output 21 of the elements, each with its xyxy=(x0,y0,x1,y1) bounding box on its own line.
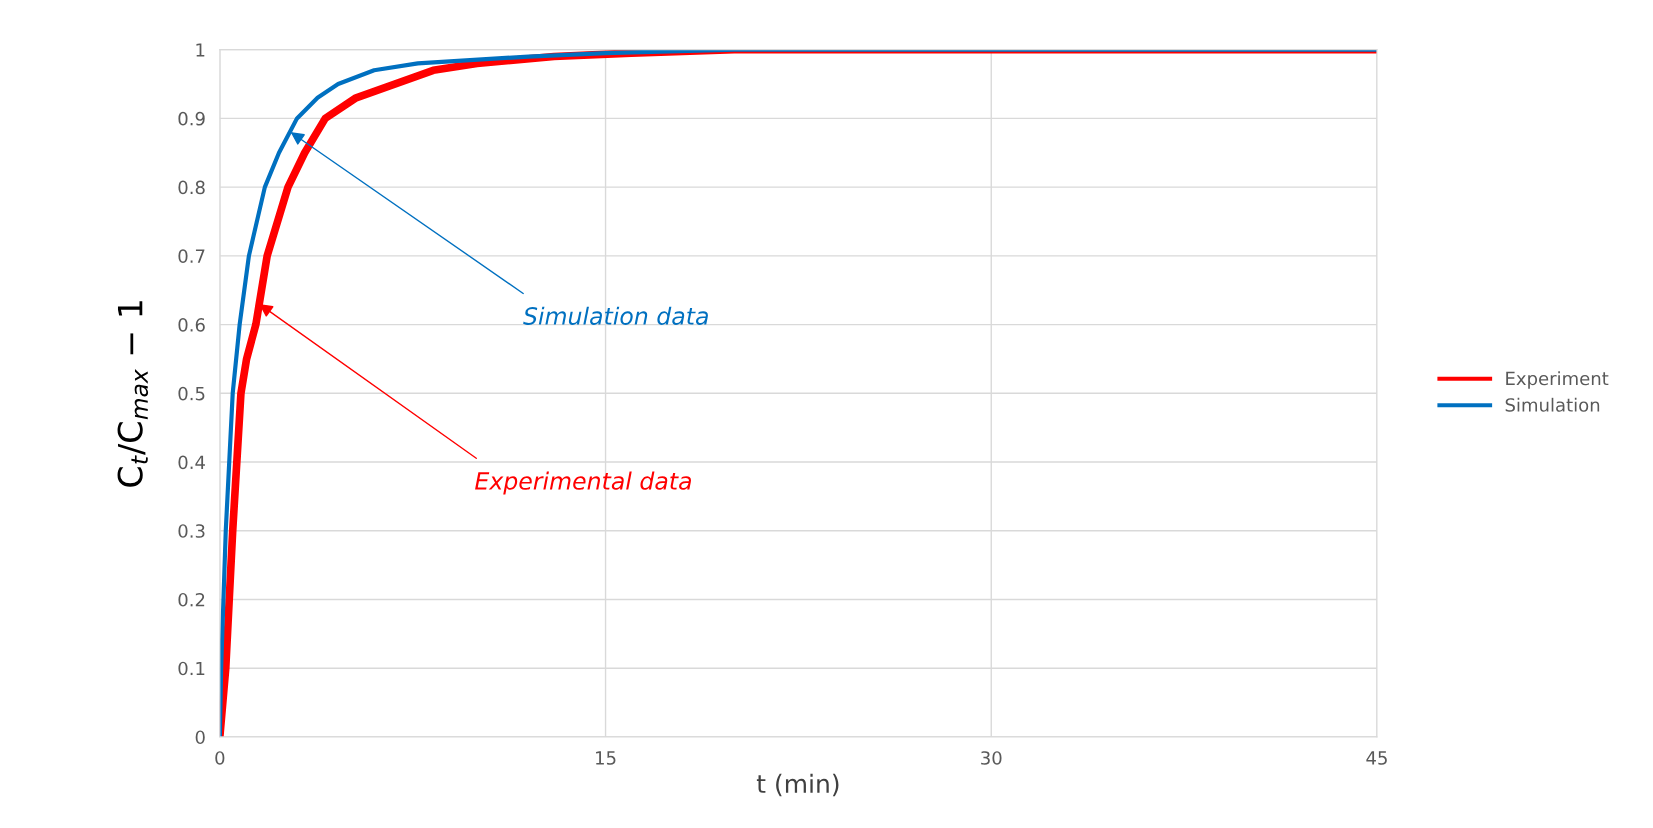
y-axis-title: C$_{t}$/C$_{max}$ − 1 xyxy=(117,301,149,487)
annotation: Experimental data xyxy=(475,471,691,495)
y-tick-label: 0.3 xyxy=(178,524,205,538)
annotation: Simulation data xyxy=(523,306,708,325)
y-tick-label: 0.6 xyxy=(178,318,205,332)
y-tick-label: 0.5 xyxy=(178,386,205,401)
y-tick-label: 0.1 xyxy=(178,661,205,676)
y-tick-label: 0.2 xyxy=(178,592,205,607)
legend-label: Simulation xyxy=(1505,397,1600,412)
legend-label: Experiment xyxy=(1506,371,1609,389)
y-tick-label: 1 xyxy=(196,43,205,57)
y-tick-label: 0.4 xyxy=(178,455,205,470)
y-tick-label: 0.9 xyxy=(178,111,205,126)
x-tick-label: 30 xyxy=(981,751,1002,765)
y-tick-label: 0.7 xyxy=(178,249,205,263)
y-tick-label: 0.8 xyxy=(178,180,205,195)
x-tick-label: 45 xyxy=(1366,751,1387,765)
x-axis-title: t (min) xyxy=(756,773,839,797)
y-tick-label: 0 xyxy=(195,730,205,745)
x-tick-label: 0 xyxy=(215,751,225,765)
x-tick-label: 15 xyxy=(596,751,616,765)
